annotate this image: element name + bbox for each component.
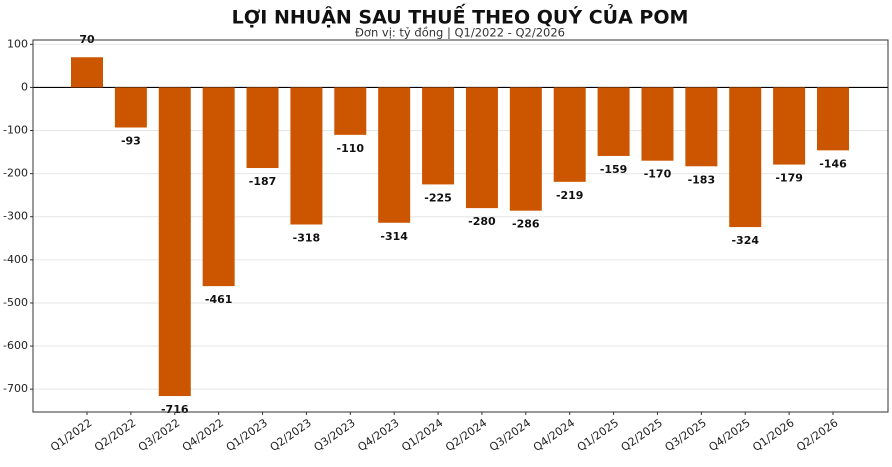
value-label: -461: [205, 293, 233, 306]
bar: [290, 87, 323, 225]
bar: [422, 87, 455, 185]
value-label: -225: [424, 191, 452, 204]
bar: [334, 87, 367, 135]
bar: [114, 87, 147, 128]
x-tick-label: Q2/2026: [794, 416, 840, 454]
bar: [509, 87, 542, 211]
value-label: -280: [468, 215, 496, 228]
x-tick-label: Q2/2022: [92, 416, 138, 454]
bar: [685, 87, 718, 167]
value-label: -324: [731, 234, 759, 247]
y-tick-label: -100: [3, 124, 28, 137]
value-label: -286: [512, 218, 540, 231]
bar: [71, 57, 103, 88]
y-tick-label: -400: [3, 253, 28, 266]
value-label: -146: [819, 157, 847, 170]
bar: [202, 87, 235, 287]
x-tick-label: Q4/2023: [355, 416, 401, 454]
chart-subtitle: Đơn vị: tỷ đồng | Q1/2022 - Q2/2026: [355, 26, 565, 40]
value-label: -170: [644, 168, 672, 181]
x-tick-label: Q4/2022: [180, 416, 226, 454]
bar: [817, 87, 849, 151]
value-label: -187: [249, 175, 277, 188]
x-tick-label: Q1/2022: [48, 416, 94, 454]
x-tick-label: Q3/2024: [487, 416, 533, 454]
value-label: -179: [775, 172, 803, 185]
bar: [465, 87, 498, 209]
value-label: -219: [556, 189, 584, 202]
x-tick-label: Q2/2023: [268, 416, 314, 454]
value-label: -183: [688, 173, 716, 186]
x-tick-label: Q1/2024: [399, 416, 445, 454]
x-tick-label: Q1/2025: [575, 416, 621, 454]
y-tick-label: -700: [3, 382, 28, 395]
chart-title: LỢI NHUẬN SAU THUẾ THEO QUÝ CỦA POM: [232, 3, 689, 29]
y-tick-label: 0: [21, 80, 28, 93]
y-tick-label: -600: [3, 339, 28, 352]
y-tick-label: 100: [7, 37, 28, 50]
bar: [773, 87, 806, 165]
bar: [158, 87, 191, 397]
x-tick-label: Q2/2025: [619, 416, 665, 454]
x-tick-label: Q1/2023: [224, 416, 270, 454]
x-tick-label: Q4/2024: [531, 416, 577, 454]
value-label: -318: [293, 231, 321, 244]
value-label: -93: [121, 135, 141, 148]
y-tick-label: -200: [3, 167, 28, 180]
bar: [597, 87, 630, 156]
bar: [729, 87, 762, 228]
value-label: -110: [337, 142, 365, 155]
bar: [641, 87, 674, 161]
x-tick-label: Q3/2023: [311, 416, 357, 454]
x-tick-label: Q1/2026: [750, 416, 796, 454]
bar: [378, 87, 411, 223]
y-tick-label: -300: [3, 210, 28, 223]
x-tick-label: Q4/2025: [706, 416, 752, 454]
value-label: -716: [161, 403, 189, 416]
x-tick-label: Q2/2024: [443, 416, 489, 454]
x-tick-label: Q3/2025: [663, 416, 709, 454]
value-label: -159: [600, 163, 628, 176]
bar: [246, 87, 279, 169]
value-label: -314: [380, 230, 408, 243]
plot-frame: [32, 39, 889, 413]
bar: [553, 87, 586, 182]
x-tick-label: Q3/2022: [136, 416, 182, 454]
y-tick-label: -500: [3, 296, 28, 309]
